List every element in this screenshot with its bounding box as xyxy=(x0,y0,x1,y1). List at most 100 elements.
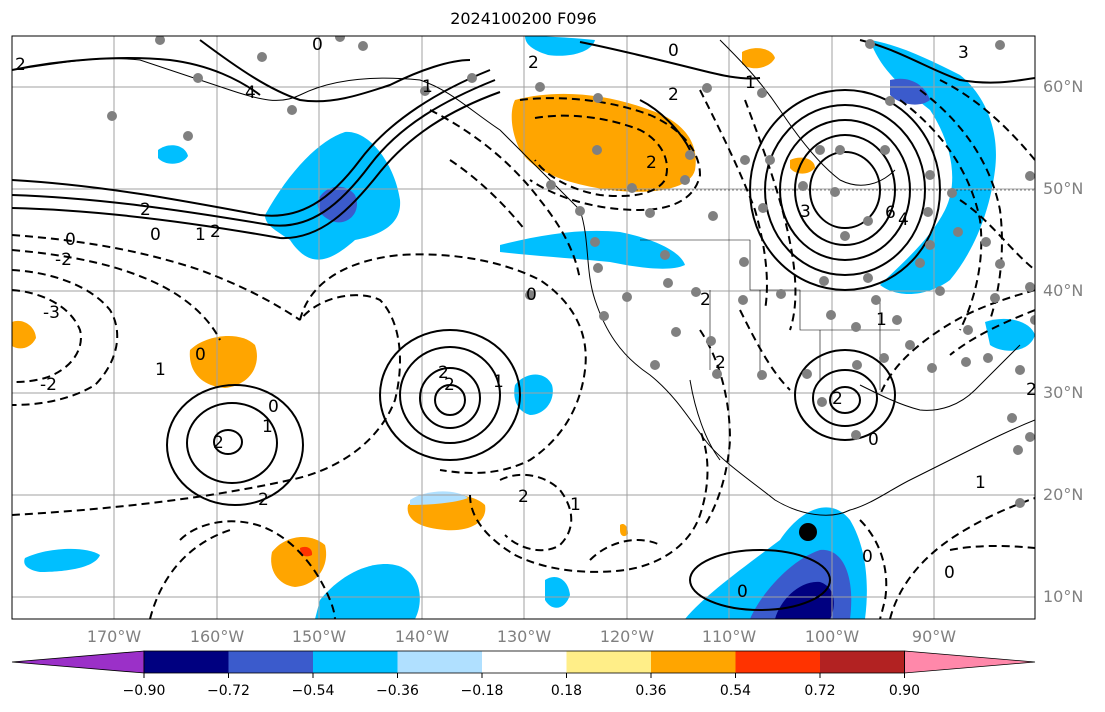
contour-label: 1 xyxy=(195,225,206,245)
orange-shade-alaska-bc xyxy=(511,93,696,192)
colorbar-tick-label: 0.90 xyxy=(888,683,921,699)
lon-label: 130°W xyxy=(496,627,552,646)
contour-label: 1 xyxy=(975,473,986,493)
colorbar-tick-label: 0.54 xyxy=(719,683,752,699)
solid-contours xyxy=(12,39,1035,611)
contour-label: 0 xyxy=(526,285,537,305)
colorbar-bin xyxy=(313,651,398,673)
contour-label: 3 xyxy=(958,43,969,63)
lon-label: 150°W xyxy=(291,627,347,646)
colorbar-tick-label: −0.36 xyxy=(376,683,419,699)
contour-label: 0 xyxy=(195,345,206,365)
contour-label: 3 xyxy=(800,202,811,222)
contour-label: 4 xyxy=(245,83,256,103)
map-content xyxy=(12,36,1035,619)
contour-label: 2 xyxy=(1026,380,1037,400)
blue-shade-alaska-north xyxy=(525,36,595,56)
contour-label: 2 xyxy=(210,222,221,242)
contour-label: 2 xyxy=(444,375,455,395)
lon-label: 140°W xyxy=(394,627,450,646)
contour-label: 0 xyxy=(868,430,879,450)
contour-label: 2 xyxy=(832,389,843,409)
colorbar-frame xyxy=(143,650,905,674)
contour-label: -3 xyxy=(43,303,60,323)
lat-label: 10°N xyxy=(1043,587,1084,606)
contour-label: 1 xyxy=(493,372,504,392)
storm-center-dot xyxy=(799,523,817,541)
colorbar-bin xyxy=(397,651,482,673)
contour-label: 2 xyxy=(646,153,657,173)
contour-label: 2 xyxy=(15,55,26,75)
colorbar-bin xyxy=(228,651,313,673)
colorbar-bin xyxy=(482,651,567,673)
colorbar-bin xyxy=(820,651,905,673)
lat-label: 40°N xyxy=(1043,281,1084,300)
orange-shade-hudson xyxy=(790,157,815,174)
contour-label: 2 xyxy=(518,487,529,507)
contour-label: 1 xyxy=(155,360,166,380)
contour-label: 2 xyxy=(438,363,449,383)
orange-shade-west-edge xyxy=(12,320,36,349)
lon-label: 160°W xyxy=(189,627,245,646)
contour-label: 2 xyxy=(668,85,679,105)
orange-shade-central-pacific xyxy=(189,335,257,388)
colorbar xyxy=(11,650,1036,678)
contour-label: 2 xyxy=(258,490,269,510)
lon-label: 120°W xyxy=(599,627,655,646)
contour-label: 0 xyxy=(737,582,748,602)
contour-label: 1 xyxy=(745,73,756,93)
colorbar-bin xyxy=(566,651,651,673)
contour-label: 1 xyxy=(262,417,273,437)
lon-label: 110°W xyxy=(701,627,757,646)
blue-shade-east-canada xyxy=(870,40,996,295)
contour-label: 2 xyxy=(715,353,726,373)
orange-shade-southwest xyxy=(271,536,327,587)
lon-label: 100°W xyxy=(804,627,860,646)
contour-label: 0 xyxy=(944,563,955,583)
colorbar-tick-label: −0.18 xyxy=(460,683,504,699)
lon-label: 90°W xyxy=(911,627,957,646)
contour-label: 1 xyxy=(422,77,433,97)
gridlines xyxy=(12,36,1035,619)
royalblue-shade-east-canada xyxy=(890,78,930,105)
contour-label: 2 xyxy=(213,433,224,453)
colorbar-tick-label: −0.72 xyxy=(207,683,250,699)
colorbar-bin xyxy=(144,651,229,673)
contour-label: 2 xyxy=(700,290,711,310)
contour-label: -2 xyxy=(55,250,72,270)
contour-label: 0 xyxy=(312,35,323,55)
contour-label: 0 xyxy=(862,547,873,567)
blue-shade-west-pacific xyxy=(24,548,100,572)
contour-label: 0 xyxy=(65,230,76,250)
blue-shade-pacific-nw xyxy=(500,230,685,269)
contour-labels: 0 2 3 2 0 1 2 4 1 -2 -3 -2 2 1 0 2 0 1 2… xyxy=(15,35,1037,602)
lat-label: 30°N xyxy=(1043,383,1084,402)
dashed-contours xyxy=(12,79,1035,619)
colorbar-bin xyxy=(651,651,736,673)
blue-shade-south-pacific xyxy=(315,564,420,619)
contour-label: 0 xyxy=(150,225,161,245)
coastlines xyxy=(12,39,1035,516)
station-markers xyxy=(107,36,1035,508)
colorbar-tick-label: 0.72 xyxy=(804,683,836,699)
lat-label: 20°N xyxy=(1043,485,1084,504)
contour-label: 1 xyxy=(876,310,887,330)
colorbar-extend-low xyxy=(11,650,145,674)
contour-label: 6 xyxy=(885,203,896,223)
contour-label: 0 xyxy=(268,397,279,417)
colorbar-tick-label: 0.18 xyxy=(550,683,583,699)
contour-label: 1 xyxy=(570,495,581,515)
lon-label: 170°W xyxy=(86,627,142,646)
chart-title: 2024100200 F096 xyxy=(450,9,597,28)
contour-label: 0 xyxy=(668,41,679,61)
red-shade-southwest xyxy=(300,546,313,557)
orange-shade-tiny-a xyxy=(620,524,628,537)
contour-label: 2 xyxy=(140,200,151,220)
contour-label: 4 xyxy=(898,210,909,230)
colorbar-tick-label: −0.54 xyxy=(291,683,335,699)
map-frame xyxy=(11,35,1036,620)
colorbar-bin xyxy=(735,651,820,673)
colorbar-extend-high xyxy=(904,650,1036,674)
navy-shade-mexico-coast xyxy=(775,581,834,619)
